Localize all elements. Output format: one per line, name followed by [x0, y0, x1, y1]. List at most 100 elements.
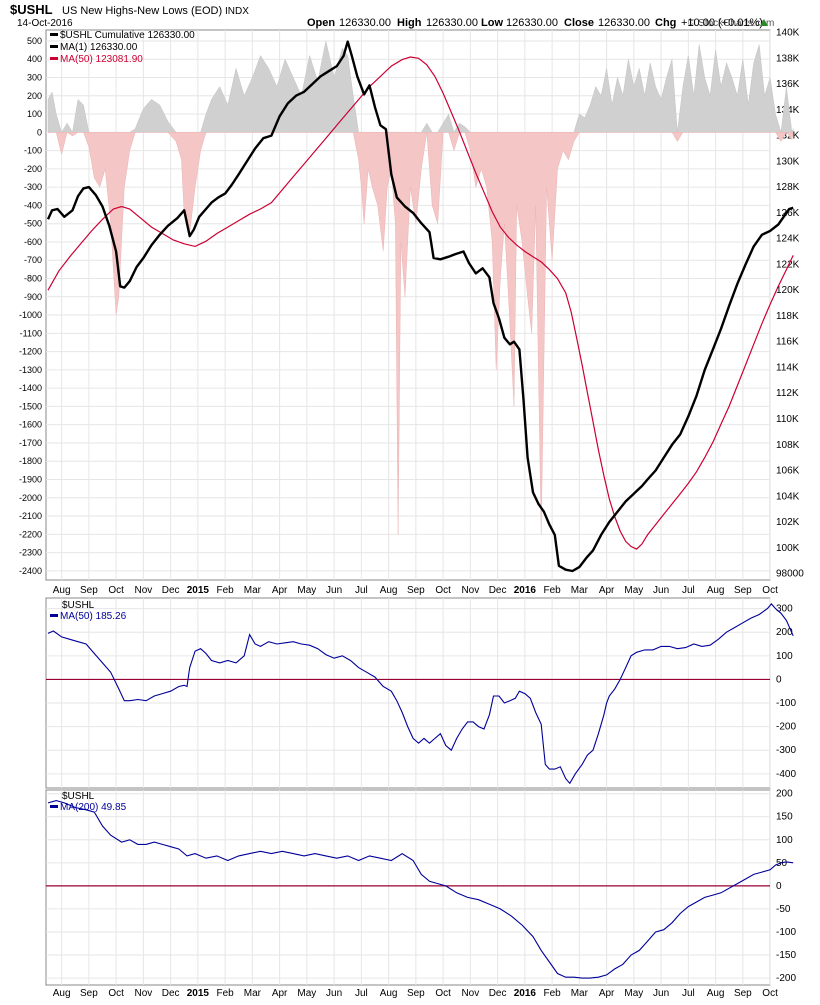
left-axis-tick-label: -1900 — [19, 475, 42, 485]
right-axis-tick-label: -150 — [776, 950, 796, 961]
chart-date: 14-Oct-2016 — [17, 18, 73, 29]
legend-swatch — [50, 57, 58, 60]
legend-swatch — [50, 33, 58, 36]
x-tick-label: Aug — [707, 988, 725, 999]
panel-frame — [45, 789, 771, 986]
x-tick-label: May — [297, 585, 316, 596]
right-axis-tick-label: 136K — [776, 79, 800, 90]
left-axis-tick-label: -1700 — [19, 438, 42, 448]
left-axis-tick-label: -1800 — [19, 456, 42, 466]
right-axis-tick-label: 138K — [776, 53, 800, 64]
x-tick-label: 2016 — [514, 988, 537, 999]
right-axis-tick-label: 116K — [776, 337, 799, 348]
x-tick-label: Oct — [108, 585, 124, 596]
legend-swatch — [50, 805, 58, 808]
right-axis-tick-label: 132K — [776, 131, 800, 142]
x-tick-label: Oct — [108, 988, 124, 999]
open-value: 126330.00 — [339, 17, 391, 29]
x-tick-label: May — [624, 585, 643, 596]
x-tick-label: Dec — [489, 988, 507, 999]
right-axis-tick-label: 130K — [776, 156, 800, 167]
right-axis-tick-label: -200 — [776, 973, 796, 984]
right-axis-tick-label: 0 — [776, 674, 782, 685]
right-axis-tick-label: 112K — [776, 388, 799, 399]
high-label: High — [397, 17, 422, 29]
x-tick-label: Apr — [599, 585, 615, 596]
right-axis-tick-label: 122K — [776, 259, 800, 270]
x-tick-label: May — [624, 988, 643, 999]
x-tick-label: Jun — [653, 988, 669, 999]
x-tick-label: Jun — [653, 585, 669, 596]
right-axis-tick-label: 106K — [776, 466, 800, 477]
legend-label: MA(200) 49.85 — [60, 802, 127, 813]
legend-label: MA(50) 123081.90 — [60, 54, 143, 65]
right-axis-tick-label: 100 — [776, 835, 793, 846]
ma50-red-line — [47, 56, 794, 550]
x-tick-label: 2015 — [187, 585, 210, 596]
x-tick-label: Mar — [244, 988, 262, 999]
x-tick-label: Feb — [216, 585, 234, 596]
legend-label: MA(50) 185.26 — [60, 611, 127, 622]
x-tick-label: Aug — [380, 585, 398, 596]
ma200-panel: 200 150 100 50 0 -50 -100 -150 -200 $USHLMA(200) … — [45, 789, 796, 999]
x-tick-label: Feb — [543, 585, 561, 596]
x-tick-label: Nov — [461, 585, 479, 596]
x-tick-label: Oct — [435, 585, 451, 596]
x-tick-label: Aug — [707, 585, 725, 596]
right-axis-tick-label: 50 — [776, 858, 788, 869]
left-axis-tick-label: 100 — [27, 109, 42, 119]
x-tick-label: May — [297, 988, 316, 999]
symbol-title: $USHL — [10, 2, 53, 17]
x-tick-label: Aug — [53, 988, 71, 999]
left-axis-tick-label: -500 — [24, 219, 42, 229]
x-tick-label: Mar — [571, 585, 589, 596]
right-axis-tick-label: 120K — [776, 285, 800, 296]
left-axis-tick-label: -100 — [24, 146, 42, 156]
right-axis-tick-label: 150 — [776, 812, 793, 823]
x-tick-label: Nov — [134, 585, 152, 596]
x-tick-label: Apr — [272, 988, 288, 999]
left-axis-tick-label: -1300 — [19, 365, 42, 375]
right-axis-tick-label: -100 — [776, 698, 796, 709]
right-axis-tick-label: 200 — [776, 789, 793, 800]
x-tick-label: Sep — [80, 988, 98, 999]
right-axis-tick-label: 108K — [776, 440, 800, 451]
left-axis-tick-label: -1400 — [19, 383, 42, 393]
left-axis-tick-label: -800 — [24, 274, 42, 284]
left-axis-tick-label: -900 — [24, 292, 42, 302]
high-value: 126330.00 — [426, 17, 478, 29]
left-axis-tick-label: -1600 — [19, 420, 42, 430]
open-label: Open — [307, 17, 335, 29]
x-tick-label: Sep — [407, 988, 425, 999]
x-tick-label: Jul — [682, 585, 695, 596]
x-tick-label: 2015 — [187, 988, 210, 999]
left-axis-tick-label: -2100 — [19, 511, 42, 521]
ma50-line — [47, 603, 794, 785]
right-axis-tick-label: 0 — [776, 881, 782, 892]
right-axis-tick-label: -100 — [776, 927, 796, 938]
x-tick-label: Nov — [461, 988, 479, 999]
close-label: Close — [564, 17, 594, 29]
left-axis-tick-label: -2400 — [19, 566, 42, 576]
left-axis-tick-label: -2000 — [19, 493, 42, 503]
x-tick-label: Sep — [734, 988, 752, 999]
x-tick-label: Dec — [489, 585, 507, 596]
x-tick-label: Aug — [380, 988, 398, 999]
right-axis-tick-label: 100K — [776, 543, 800, 554]
right-axis-tick-label: 102K — [776, 517, 800, 528]
chg-value: +10.00 (+0.01%) — [681, 17, 763, 29]
right-axis-tick-label: 300 — [776, 604, 793, 615]
x-tick-label: Jul — [682, 988, 695, 999]
x-tick-label: Jun — [326, 585, 342, 596]
exchange-label: INDX — [225, 6, 249, 17]
left-axis-tick-label: 500 — [27, 36, 42, 46]
left-axis-tick-label: 200 — [27, 91, 42, 101]
right-axis-tick-label: -200 — [776, 722, 796, 733]
watermark: © StockCharts.com — [688, 18, 774, 29]
x-tick-label: Jul — [355, 988, 368, 999]
legend-swatch — [50, 614, 58, 617]
left-axis-tick-label: 0 — [37, 127, 42, 137]
right-axis-tick-label: -400 — [776, 769, 796, 780]
